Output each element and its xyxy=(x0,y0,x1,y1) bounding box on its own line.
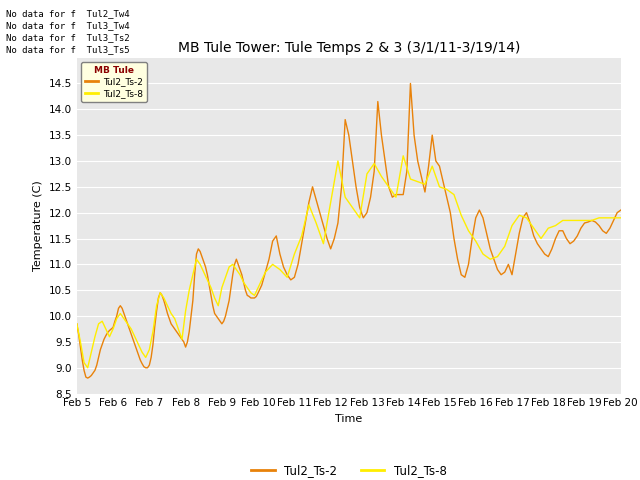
Y-axis label: Temperature (C): Temperature (C) xyxy=(33,180,43,271)
Text: No data for f  Tul2_Tw4
No data for f  Tul3_Tw4
No data for f  Tul3_Ts2
No data : No data for f Tul2_Tw4 No data for f Tul… xyxy=(6,10,130,54)
Legend: Tul2_Ts-2, Tul2_Ts-8: Tul2_Ts-2, Tul2_Ts-8 xyxy=(246,459,451,480)
Title: MB Tule Tower: Tule Temps 2 & 3 (3/1/11-3/19/14): MB Tule Tower: Tule Temps 2 & 3 (3/1/11-… xyxy=(178,41,520,55)
X-axis label: Time: Time xyxy=(335,414,362,424)
